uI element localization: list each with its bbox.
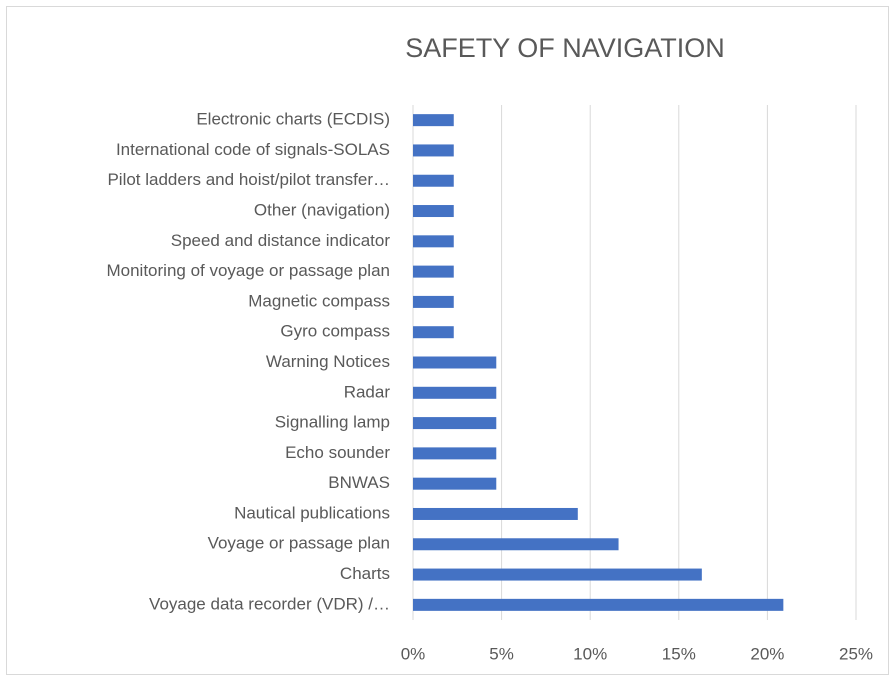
bar [413,235,454,248]
y-tick-label: Signalling lamp [275,413,390,432]
y-tick-label: BNWAS [328,473,390,492]
y-tick-label: Warning Notices [266,352,390,371]
bar [413,477,497,490]
bar [413,114,454,127]
bar [413,507,578,520]
y-tick-label: Echo sounder [285,443,390,462]
bar [413,538,619,551]
chart-title: SAFETY OF NAVIGATION [405,33,725,63]
bar [413,205,454,218]
y-tick-label: Speed and distance indicator [171,231,391,250]
y-tick-label: Gyro compass [280,322,390,341]
bar [413,144,454,157]
bar [413,265,454,278]
x-tick-label: 10% [573,644,607,663]
y-tick-label: International code of signals-SOLAS [116,140,390,159]
y-tick-label: Electronic charts (ECDIS) [196,110,390,129]
y-tick-label: Nautical publications [234,503,390,522]
y-tick-label: Other (navigation) [254,201,390,220]
y-tick-label: Charts [340,564,390,583]
y-tick-label: Radar [344,382,391,401]
y-tick-label: Magnetic compass [248,291,390,310]
bar [413,174,454,187]
y-tick-label: Monitoring of voyage or passage plan [106,261,390,280]
x-tick-label: 20% [750,644,784,663]
x-tick-label: 5% [489,644,514,663]
bar [413,326,454,339]
bar [413,386,497,399]
y-tick-label: Pilot ladders and hoist/pilot transfer… [107,170,390,189]
y-tick-label: Voyage or passage plan [208,534,390,553]
bar [413,356,497,369]
bar [413,295,454,308]
bar [413,417,497,430]
x-tick-label: 15% [662,644,696,663]
bar [413,447,497,460]
bar [413,598,784,611]
bar [413,568,702,581]
y-tick-label: Voyage data recorder (VDR) /… [149,594,390,613]
x-tick-label: 25% [839,644,873,663]
x-tick-label: 0% [401,644,426,663]
